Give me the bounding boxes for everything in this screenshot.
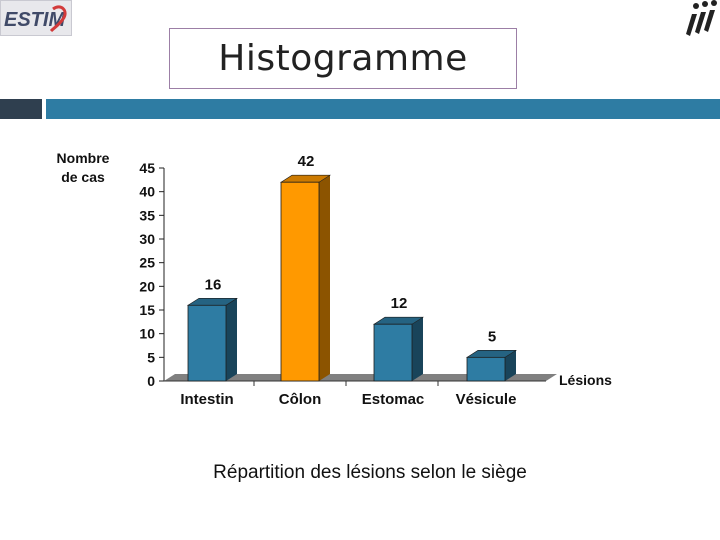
bar-data-label: 12 <box>391 295 408 312</box>
logo-left-text: ESTIM <box>4 9 66 31</box>
bar-data-label: 42 <box>298 153 315 170</box>
bar-side <box>319 175 330 381</box>
chart-floor <box>164 374 557 381</box>
x-category-label: Côlon <box>279 391 322 408</box>
x-axis-label: Lésions <box>559 372 612 388</box>
y-tick-label: 35 <box>139 207 155 223</box>
y-axis-label-line-2: de cas <box>61 169 105 185</box>
slide-title: Histogramme <box>218 38 468 79</box>
bar <box>187 304 227 382</box>
y-axis-label-line-1: Nombre <box>57 150 110 166</box>
bar-side <box>505 350 516 381</box>
axis-layer: 0 5 10 15 20 25 30 35 40 45 <box>139 160 557 389</box>
y-tick-label: 40 <box>139 184 155 200</box>
y-tick-label: 20 <box>139 278 155 294</box>
chart-caption: Répartition des lésions selon le siège <box>213 462 527 483</box>
slide-title-box: Histogramme <box>169 28 517 89</box>
y-tick-label: 15 <box>139 302 155 318</box>
bar-data-label: 16 <box>205 276 222 293</box>
bar-side <box>226 298 237 381</box>
x-category-label: Estomac <box>362 391 425 408</box>
y-tick-label: 30 <box>139 231 155 247</box>
logo-ribbon-shape <box>49 5 67 33</box>
bar-data-label: 5 <box>488 328 496 345</box>
y-tick-label: 45 <box>139 160 155 176</box>
bar-layer: 16 Intestin 42 Côlon 12 Estomac 5 Vésicule <box>180 153 518 408</box>
estim-logo: ESTIM <box>0 0 72 36</box>
header-band-dark <box>0 99 42 119</box>
bar <box>373 323 413 382</box>
y-tick-label: 10 <box>139 326 155 342</box>
y-tick-label: 25 <box>139 255 155 271</box>
y-tick-label: 0 <box>147 373 155 389</box>
y-tick-label: 5 <box>147 349 155 365</box>
header-band-blue <box>46 99 720 119</box>
x-category-label: Intestin <box>180 391 233 408</box>
x-category-label: Vésicule <box>456 391 517 408</box>
running-figures-logo <box>678 0 720 40</box>
bar <box>466 356 506 382</box>
bar-side <box>412 317 423 381</box>
bar <box>280 181 320 382</box>
